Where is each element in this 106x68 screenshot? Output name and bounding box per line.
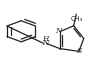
Text: S: S bbox=[77, 47, 82, 55]
Text: CH₃: CH₃ bbox=[70, 16, 82, 22]
Text: H: H bbox=[42, 35, 48, 43]
Text: N: N bbox=[42, 39, 48, 47]
Text: N: N bbox=[55, 27, 61, 35]
